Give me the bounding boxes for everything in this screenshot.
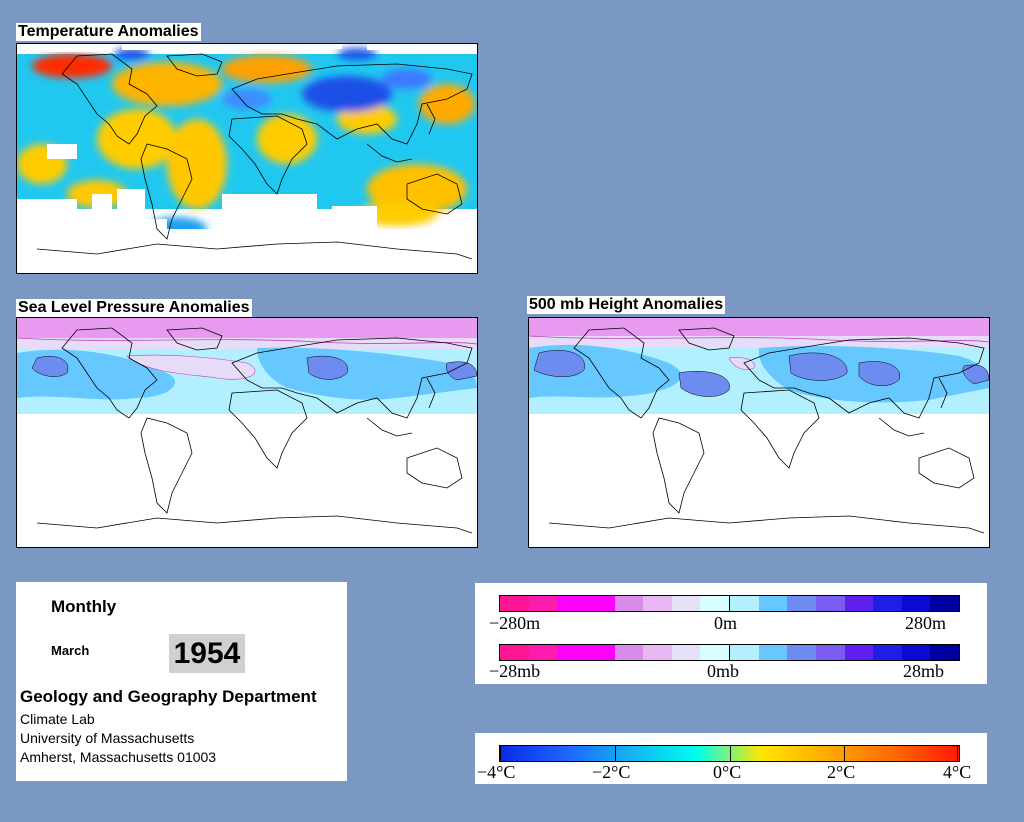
pressure-swatch-9 xyxy=(758,645,788,660)
pressure-swatch-7 xyxy=(700,645,729,660)
year-display: 1954 xyxy=(169,634,245,673)
temp-bar-tick-4 xyxy=(957,746,958,761)
temp-tick-minus4: −4°C xyxy=(477,762,516,782)
height-pressure-legend: −280m 0m 280m −28mb 0mb 28mb xyxy=(475,583,987,684)
pressure-swatch-11 xyxy=(815,645,845,660)
pressure-swatch-14 xyxy=(901,645,931,660)
height-swatch-0 xyxy=(500,596,529,611)
height-swatch-5 xyxy=(643,596,672,611)
temp-bar-tick-2 xyxy=(729,746,731,761)
temp-bar-tick-0 xyxy=(500,746,501,761)
height-swatch-7 xyxy=(700,596,729,611)
height-swatch-9 xyxy=(758,596,788,611)
month-label: March xyxy=(51,643,90,658)
slp-map-title: Sea Level Pressure Anomalies xyxy=(16,299,252,317)
pressure-swatch-6 xyxy=(671,645,701,660)
height-swatch-3 xyxy=(585,596,615,611)
pressure-swatch-3 xyxy=(585,645,615,660)
height-swatch-1 xyxy=(528,596,558,611)
department-name: Geology and Geography Department xyxy=(20,687,317,706)
pressure-swatch-10 xyxy=(787,645,816,660)
temp-tick-plus2: 2°C xyxy=(827,762,856,782)
temperature-legend: −4°C −2°C 0°C 2°C 4°C xyxy=(475,733,987,784)
temperature-anomaly-map xyxy=(16,43,478,274)
pressure-tick-min: −28mb xyxy=(489,661,541,681)
period-label: Monthly xyxy=(51,597,117,616)
pressure-swatch-1 xyxy=(528,645,558,660)
temp-bar-tick-3 xyxy=(844,746,846,761)
address-line-3: Amherst, Massachusetts 01003 xyxy=(20,749,217,765)
height-tick-zero: 0m xyxy=(714,613,738,633)
height-swatch-10 xyxy=(787,596,816,611)
pressure-tick-zero: 0mb xyxy=(707,661,740,681)
pressure-swatch-0 xyxy=(500,645,529,660)
height-tick-max: 280m xyxy=(905,613,947,633)
height-swatch-15 xyxy=(930,596,959,611)
pressure-swatch-15 xyxy=(930,645,959,660)
height-swatch-2 xyxy=(557,596,586,611)
pressure-swatch-12 xyxy=(844,645,874,660)
temp-bar-tick-1 xyxy=(614,746,616,761)
temperature-color-bar xyxy=(499,745,960,762)
temp-tick-plus4: 4°C xyxy=(943,762,972,782)
height-color-bar xyxy=(499,595,960,612)
height-swatch-13 xyxy=(873,596,902,611)
pressure-swatch-2 xyxy=(557,645,586,660)
height-swatch-14 xyxy=(901,596,931,611)
temperature-map-title: Temperature Anomalies xyxy=(16,23,201,41)
pressure-tick-max: 28mb xyxy=(903,661,945,681)
info-panel: Monthly March 1954 Geology and Geography… xyxy=(16,582,347,781)
height-swatch-8 xyxy=(729,596,759,611)
temp-tick-zero: 0°C xyxy=(713,762,742,782)
address-line-2: University of Massachusetts xyxy=(20,730,195,746)
height-swatch-4 xyxy=(614,596,644,611)
height-swatch-11 xyxy=(815,596,845,611)
height-swatch-12 xyxy=(844,596,874,611)
pressure-color-bar xyxy=(499,644,960,661)
height500-map-title: 500 mb Height Anomalies xyxy=(527,296,726,314)
address-line-1: Climate Lab xyxy=(20,711,95,727)
pressure-swatch-5 xyxy=(643,645,672,660)
height-swatch-6 xyxy=(671,596,701,611)
height500-anomaly-map xyxy=(528,317,990,548)
sea-level-pressure-anomaly-map xyxy=(16,317,478,548)
pressure-swatch-13 xyxy=(873,645,902,660)
height-tick-min: −280m xyxy=(489,613,541,633)
pressure-swatch-4 xyxy=(614,645,644,660)
pressure-swatch-8 xyxy=(729,645,759,660)
temp-tick-minus2: −2°C xyxy=(592,762,631,782)
